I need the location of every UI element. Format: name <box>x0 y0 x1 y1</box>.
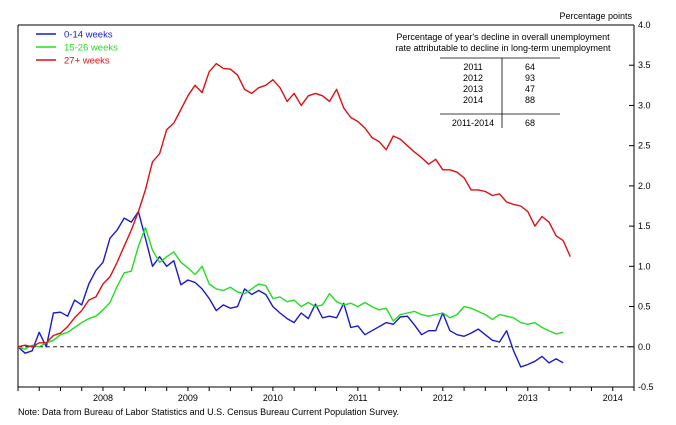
x-tick-label: 2014 <box>603 393 623 403</box>
footnote: Note: Data from Bureau of Labor Statisti… <box>18 407 399 417</box>
y-tick-label: 2.0 <box>638 181 651 191</box>
legend-label-27plus: 27+ weeks <box>64 56 110 67</box>
legend-label-15-26: 15-26 weeks <box>64 43 118 54</box>
series-line-15-26-weeks <box>17 226 564 350</box>
x-tick-label: 2010 <box>263 393 283 403</box>
inset-year: 2012 <box>463 73 483 83</box>
inset-value: 88 <box>525 95 535 105</box>
x-axis-ticks: 2008 2009 2010 2011 2012 2013 2014 <box>17 387 635 403</box>
inset-title-line-1: Percentage of year's decline in overall … <box>396 32 610 42</box>
series-lines <box>17 62 571 368</box>
y-tick-label: 0.5 <box>638 302 651 312</box>
x-tick-label: 2008 <box>93 393 113 403</box>
inset-year: 2011 <box>463 62 482 72</box>
inset-value: 64 <box>525 62 535 72</box>
series-line-27plus-weeks <box>17 62 571 348</box>
y-tick-label: 3.5 <box>638 60 651 70</box>
inset-year: 2014 <box>463 95 483 105</box>
inset-summary-year: 2011-2014 <box>452 118 494 128</box>
inset-table: Percentage of year's decline in overall … <box>395 32 611 128</box>
legend: 0-14 weeks 15-26 weeks 27+ weeks <box>36 30 118 67</box>
inset-value: 93 <box>525 73 535 83</box>
inset-value: 47 <box>525 84 535 94</box>
series-line-0-14-weeks <box>17 210 564 368</box>
x-tick-label: 2009 <box>178 393 198 403</box>
x-tick-label: 2012 <box>433 393 453 403</box>
y-tick-label: 1.0 <box>638 261 651 271</box>
y-tick-label: 0.0 <box>638 342 651 352</box>
inset-year: 2013 <box>463 84 483 94</box>
y-tick-label: 1.5 <box>638 221 651 231</box>
y-tick-label: -0.5 <box>638 382 654 392</box>
legend-label-0-14: 0-14 weeks <box>64 30 113 41</box>
y-axis-ticks: 4.0 3.5 3.0 2.5 2.0 1.5 1.0 0.5 0.0 -0.5 <box>629 20 654 392</box>
x-tick-label: 2013 <box>518 393 538 403</box>
y-axis-label: Percentage points <box>559 11 632 21</box>
y-tick-label: 2.5 <box>638 141 651 151</box>
x-tick-label: 2011 <box>348 393 367 403</box>
y-tick-label: 4.0 <box>638 20 651 30</box>
inset-title-line-2: rate attributable to decline in long-ter… <box>395 43 611 53</box>
inset-summary-value: 68 <box>525 118 535 128</box>
y-tick-label: 3.0 <box>638 100 651 110</box>
